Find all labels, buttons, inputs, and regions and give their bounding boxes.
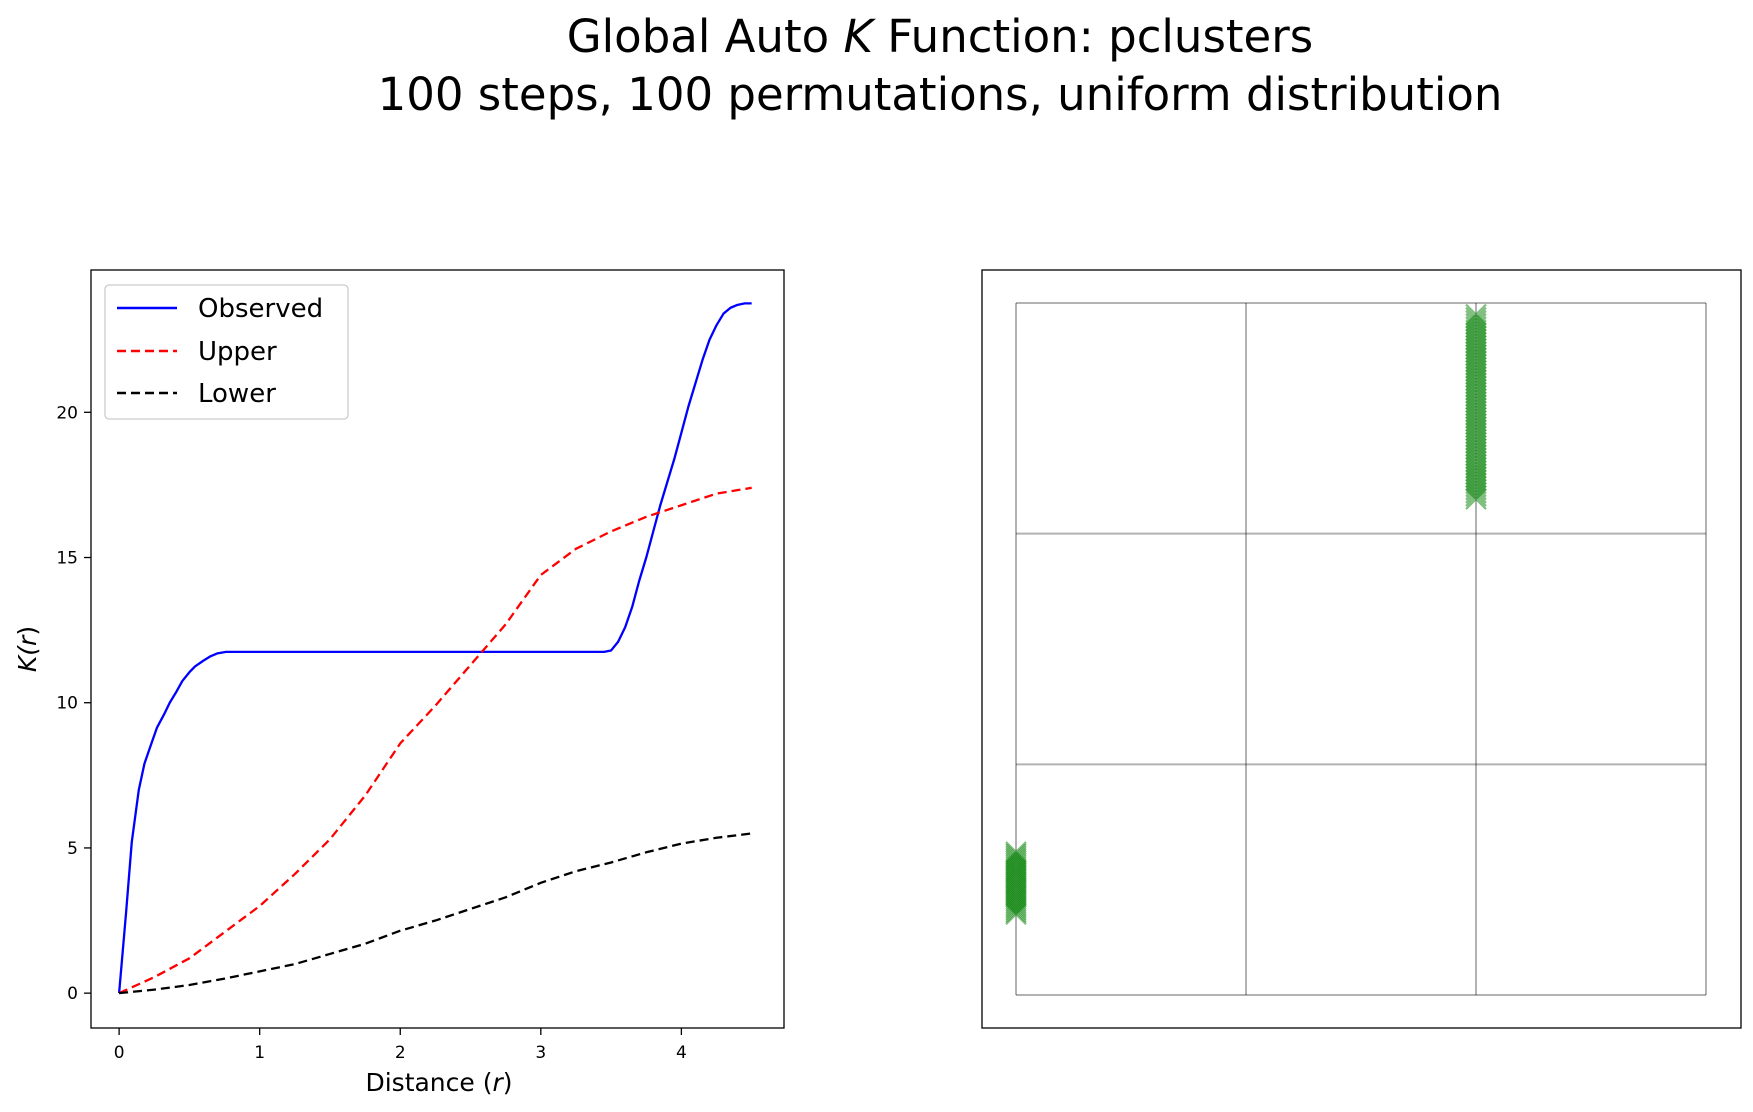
series-layer: [117, 302, 752, 995]
y-tick-label: 15: [56, 549, 78, 569]
series-line-upper: [118, 486, 752, 995]
chart-title-line2: 100 steps, 100 permutations, uniform dis…: [378, 68, 1503, 121]
point-marker: [1465, 310, 1487, 332]
point-cluster-2: [1005, 841, 1027, 926]
x-tick-label: 3: [535, 1043, 546, 1063]
point-marker: [1005, 851, 1027, 874]
series-line-lower: [118, 832, 752, 995]
point-marker: [1465, 306, 1487, 329]
legend-label-upper: Upper: [198, 337, 277, 367]
y-ticks: 0 5 10 15 20: [56, 403, 91, 1004]
point-marker: [1465, 313, 1487, 335]
point-cluster-1: [1465, 303, 1487, 510]
k-function-axes: 0 1 2 3 4 0 5 10 15 20 Distance (r) K(r) Observe…: [13, 269, 785, 1097]
y-tick-label: 0: [67, 984, 78, 1004]
map-points: [1005, 303, 1487, 926]
y-axis-label: K(r): [13, 626, 42, 672]
map-frame: [981, 269, 1742, 1029]
legend-label-observed: Observed: [198, 294, 323, 324]
x-tick-label: 0: [114, 1043, 125, 1063]
y-tick-label: 5: [67, 839, 78, 859]
legend-box: [104, 284, 349, 420]
point-marker: [1005, 845, 1027, 868]
y-tick-label: 20: [56, 403, 78, 423]
x-tick-label: 4: [676, 1043, 687, 1063]
point-marker: [1005, 841, 1027, 863]
legend: Observed Upper Lower: [104, 284, 349, 420]
legend-label-lower: Lower: [198, 379, 276, 409]
series-line-observed: [117, 302, 752, 994]
point-marker: [1005, 849, 1027, 872]
point-marker: [1005, 847, 1027, 870]
point-map-axes: [981, 269, 1742, 1029]
x-tick-label: 1: [254, 1043, 265, 1063]
x-ticks: 0 1 2 3 4: [114, 1028, 687, 1063]
y-tick-label: 10: [56, 694, 78, 714]
x-tick-label: 2: [395, 1043, 406, 1063]
point-marker: [1005, 843, 1027, 865]
x-axis-label: Distance (r): [365, 1068, 512, 1097]
chart-title-line1: Global Auto K Function: pclusters: [567, 10, 1313, 63]
point-marker: [1465, 303, 1487, 326]
